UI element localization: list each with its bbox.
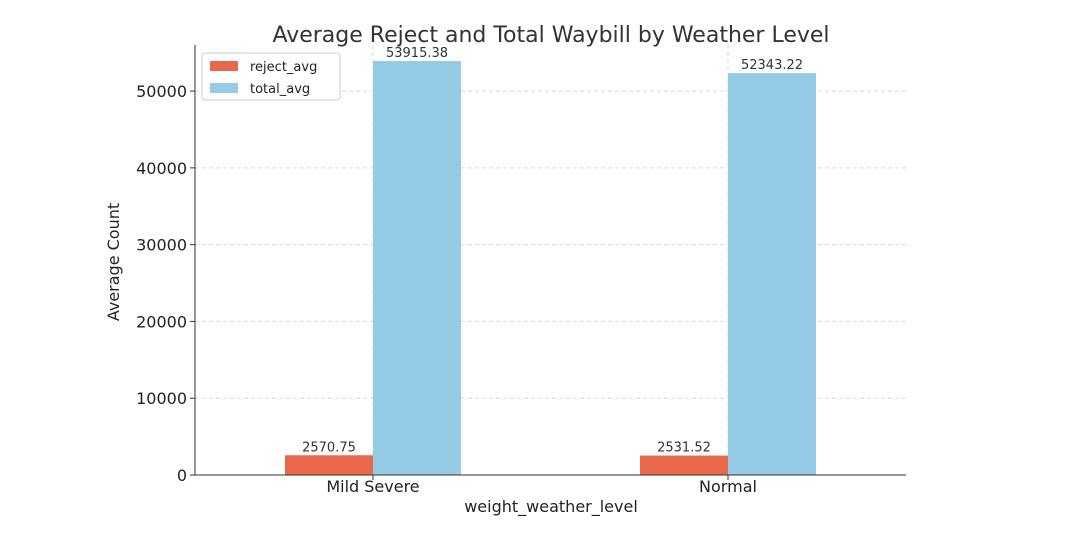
- legend-swatch-total_avg: [210, 83, 238, 93]
- bars: [285, 61, 816, 476]
- y-tick-label: 30000: [136, 236, 187, 255]
- bar-total_avg-0: [373, 61, 461, 476]
- legend: reject_avg total_avg: [201, 52, 341, 101]
- data-labels: 2570.75 53915.38 2531.52 52343.22: [302, 46, 803, 456]
- data-label-total_avg-1: 52343.22: [741, 58, 803, 73]
- x-ticks: Mild Severe Normal: [326, 475, 757, 496]
- chart-title: Average Reject and Total Waybill by Weat…: [272, 23, 829, 48]
- x-tick-label: Mild Severe: [326, 477, 419, 496]
- axes: [194, 45, 906, 476]
- data-label-reject_avg-1: 2531.52: [657, 441, 711, 456]
- legend-label-reject_avg: reject_avg: [250, 60, 317, 75]
- legend-swatch-reject_avg: [210, 61, 238, 71]
- y-tick-label: 40000: [136, 159, 187, 178]
- y-ticks: 0 10000 20000 30000 40000 50000: [136, 82, 195, 485]
- y-axis-label: Average Count: [104, 203, 123, 321]
- bar-reject_avg-0: [285, 455, 373, 475]
- x-tick-label: Normal: [699, 477, 757, 496]
- y-tick-label: 0: [177, 466, 187, 485]
- data-label-reject_avg-0: 2570.75: [302, 440, 356, 455]
- bar-total_avg-1: [728, 73, 816, 475]
- x-axis-label: weight_weather_level: [464, 497, 638, 517]
- y-tick-label: 10000: [136, 389, 187, 408]
- legend-label-total_avg: total_avg: [250, 82, 310, 97]
- y-tick-label: 20000: [136, 312, 187, 331]
- y-tick-label: 50000: [136, 82, 187, 101]
- data-label-total_avg-0: 53915.38: [386, 46, 448, 61]
- bar-reject_avg-1: [640, 455, 728, 475]
